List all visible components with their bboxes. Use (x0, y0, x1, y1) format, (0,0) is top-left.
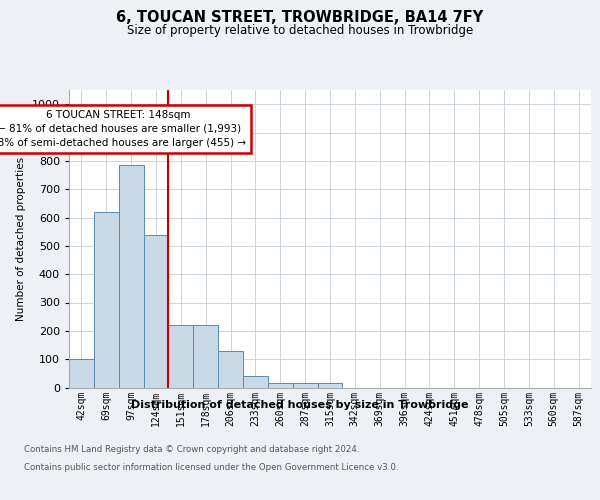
Text: Contains HM Land Registry data © Crown copyright and database right 2024.: Contains HM Land Registry data © Crown c… (24, 445, 359, 454)
Bar (317, 383, 343, 388)
Bar (218, 350, 243, 388)
Bar (243, 376, 268, 388)
Bar (268, 383, 293, 388)
Text: Distribution of detached houses by size in Trowbridge: Distribution of detached houses by size … (131, 400, 469, 410)
Text: Contains public sector information licensed under the Open Government Licence v3: Contains public sector information licen… (24, 462, 398, 471)
Bar (94, 212, 119, 388)
Bar (119, 165, 143, 388)
Text: 6, TOUCAN STREET, TROWBRIDGE, BA14 7FY: 6, TOUCAN STREET, TROWBRIDGE, BA14 7FY (116, 10, 484, 25)
Bar (193, 325, 218, 388)
Bar (69, 359, 94, 388)
Bar (169, 324, 193, 388)
Bar (293, 383, 317, 388)
Text: 6 TOUCAN STREET: 148sqm
← 81% of detached houses are smaller (1,993)
18% of semi: 6 TOUCAN STREET: 148sqm ← 81% of detache… (0, 110, 246, 148)
Text: Size of property relative to detached houses in Trowbridge: Size of property relative to detached ho… (127, 24, 473, 37)
Bar (143, 234, 169, 388)
Y-axis label: Number of detached properties: Number of detached properties (16, 156, 26, 321)
